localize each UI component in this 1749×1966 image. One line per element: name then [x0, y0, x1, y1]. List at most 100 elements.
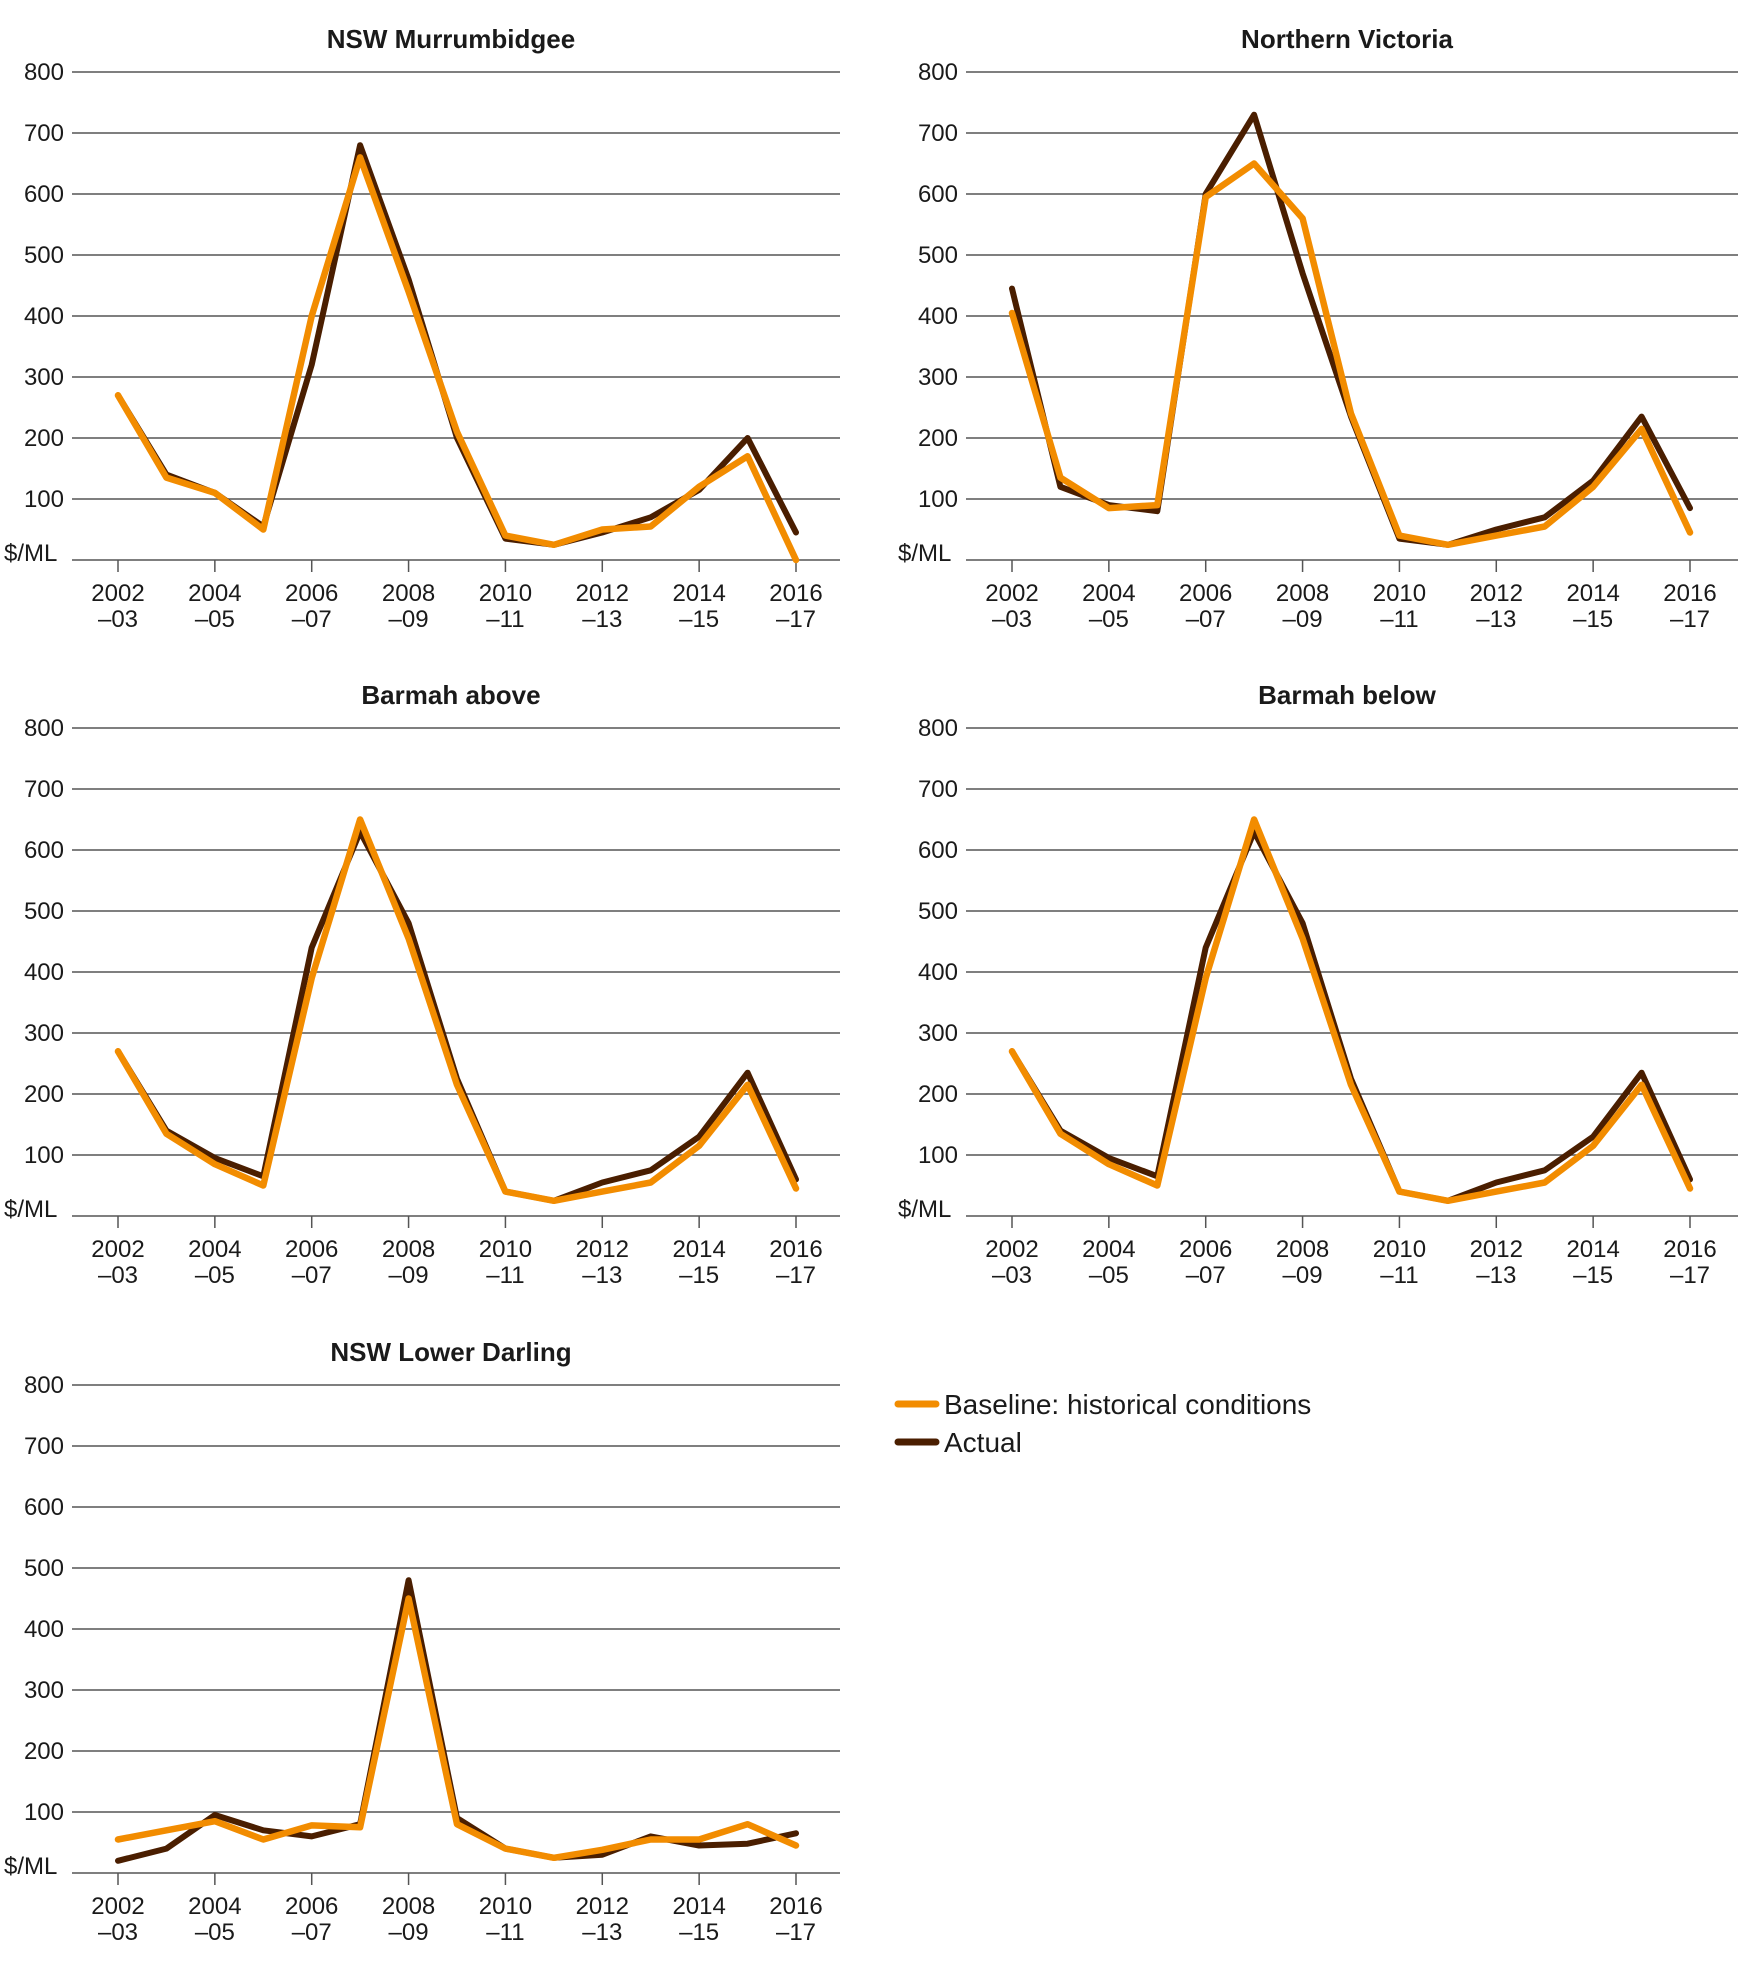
- x-tick-label: 2012: [576, 1236, 629, 1263]
- x-tick-label: 2006: [285, 1893, 338, 1920]
- y-tick-label: 700: [24, 776, 64, 803]
- x-tick-label: –07: [1186, 606, 1226, 633]
- y-tick-label: 200: [24, 1081, 64, 1108]
- x-tick-label: –03: [98, 606, 138, 633]
- y-tick-label: 100: [918, 486, 958, 513]
- y-tick-label: 600: [24, 1494, 64, 1521]
- x-tick-label: 2010: [1373, 580, 1426, 607]
- x-tick-label: 2016: [769, 580, 822, 607]
- x-tick-label: –15: [679, 606, 719, 633]
- x-tick-label: –13: [582, 1262, 622, 1289]
- x-tick-label: 2008: [382, 580, 435, 607]
- x-tick-label: 2004: [188, 580, 241, 607]
- y-tick-label: 700: [918, 776, 958, 803]
- x-tick-label: 2010: [479, 580, 532, 607]
- y-tick-label: 400: [24, 303, 64, 330]
- chart-panel-5: NSW Lower Darling 100 200 300 400 500 600 700 80…: [4, 1337, 840, 1946]
- x-tick-label: 2004: [188, 1236, 241, 1263]
- y-unit-label: $/ML: [898, 540, 951, 567]
- legend: Baseline: historical conditions Actual: [894, 1389, 1311, 1458]
- y-tick-label: 800: [918, 59, 958, 86]
- x-tick-label: –15: [1573, 1262, 1613, 1289]
- x-tick-label: –17: [776, 606, 816, 633]
- y-tick-label: 400: [918, 303, 958, 330]
- y-tick-label: 500: [24, 242, 64, 269]
- y-tick-label: 800: [24, 1372, 64, 1399]
- x-tick-label: –05: [195, 1919, 235, 1946]
- x-tick-label: –09: [389, 1919, 429, 1946]
- x-tick-label: 2002: [91, 1236, 144, 1263]
- y-tick-label: 600: [918, 837, 958, 864]
- x-tick-label: 2016: [1663, 1236, 1716, 1263]
- x-tick-label: –11: [1380, 1262, 1418, 1289]
- y-tick-label: 400: [918, 959, 958, 986]
- x-tick-label: 2006: [1179, 580, 1232, 607]
- legend-label: Baseline: historical conditions: [944, 1389, 1311, 1420]
- y-tick-label: 400: [24, 959, 64, 986]
- series-line-baseline-historical-conditions: [1008, 160, 1694, 549]
- series-line-baseline-historical-conditions: [114, 1595, 800, 1862]
- x-tick-label: 2016: [769, 1893, 822, 1920]
- x-tick-label: –07: [292, 1919, 332, 1946]
- y-tick-label: 500: [24, 1555, 64, 1582]
- x-tick-label: 2002: [91, 1893, 144, 1920]
- x-tick-label: –17: [1670, 606, 1710, 633]
- x-tick-label: –05: [1089, 1262, 1129, 1289]
- x-tick-label: –09: [389, 606, 429, 633]
- x-tick-label: –11: [486, 1919, 524, 1946]
- y-tick-label: 200: [24, 425, 64, 452]
- x-tick-label: 2014: [672, 1893, 725, 1920]
- x-tick-label: 2008: [1276, 580, 1329, 607]
- x-tick-label: 2006: [285, 1236, 338, 1263]
- x-tick-label: 2014: [672, 1236, 725, 1263]
- chart-title: Barmah above: [361, 680, 540, 710]
- x-tick-label: –17: [776, 1262, 816, 1289]
- y-unit-label: $/ML: [4, 540, 57, 567]
- x-tick-label: –17: [776, 1919, 816, 1946]
- chart-panel-1: NSW Murrumbidgee 100 200 300 400 500 600 700 800…: [4, 24, 840, 633]
- legend-label: Actual: [944, 1427, 1022, 1458]
- series-line-baseline-historical-conditions: [1008, 816, 1694, 1205]
- x-tick-label: –07: [292, 606, 332, 633]
- x-tick-label: –03: [992, 1262, 1032, 1289]
- chart-panel-2: Northern Victoria 100 200 300 400 500 600 700 80…: [898, 24, 1738, 633]
- chart-title: Barmah below: [1258, 680, 1436, 710]
- x-tick-label: 2016: [769, 1236, 822, 1263]
- x-tick-label: 2012: [1470, 1236, 1523, 1263]
- x-tick-label: 2002: [985, 580, 1038, 607]
- y-tick-label: 300: [24, 1020, 64, 1047]
- x-tick-label: –15: [679, 1262, 719, 1289]
- x-tick-label: 2002: [985, 1236, 1038, 1263]
- y-tick-label: 700: [918, 120, 958, 147]
- x-tick-label: 2014: [1566, 580, 1619, 607]
- y-tick-label: 300: [24, 364, 64, 391]
- y-tick-label: 100: [24, 1799, 64, 1826]
- y-tick-label: 700: [24, 1433, 64, 1460]
- series-line-baseline-historical-conditions: [114, 816, 800, 1205]
- chart-panel-3: Barmah above 100 200 300 400 500 600 700 800 $/ML…: [4, 680, 840, 1289]
- series-line-actual: [1009, 111, 1693, 548]
- x-tick-label: –13: [582, 606, 622, 633]
- chart-title: NSW Lower Darling: [330, 1337, 571, 1367]
- y-tick-label: 800: [24, 715, 64, 742]
- x-tick-label: 2008: [382, 1236, 435, 1263]
- x-tick-label: –05: [195, 606, 235, 633]
- y-tick-label: 300: [24, 1677, 64, 1704]
- x-tick-label: 2010: [479, 1236, 532, 1263]
- x-tick-label: –17: [1670, 1262, 1710, 1289]
- x-tick-label: –03: [98, 1262, 138, 1289]
- y-tick-label: 300: [918, 364, 958, 391]
- y-tick-label: 100: [24, 486, 64, 513]
- chart-title: Northern Victoria: [1241, 24, 1453, 54]
- x-tick-label: –15: [1573, 606, 1613, 633]
- x-tick-label: –13: [582, 1919, 622, 1946]
- x-tick-label: 2004: [1082, 580, 1135, 607]
- y-tick-label: 600: [24, 837, 64, 864]
- series-line-actual: [115, 142, 799, 548]
- x-tick-label: –11: [486, 1262, 524, 1289]
- x-tick-label: –15: [679, 1919, 719, 1946]
- x-tick-label: 2010: [1373, 1236, 1426, 1263]
- x-tick-label: –05: [195, 1262, 235, 1289]
- x-tick-label: –03: [992, 606, 1032, 633]
- x-tick-label: 2002: [91, 580, 144, 607]
